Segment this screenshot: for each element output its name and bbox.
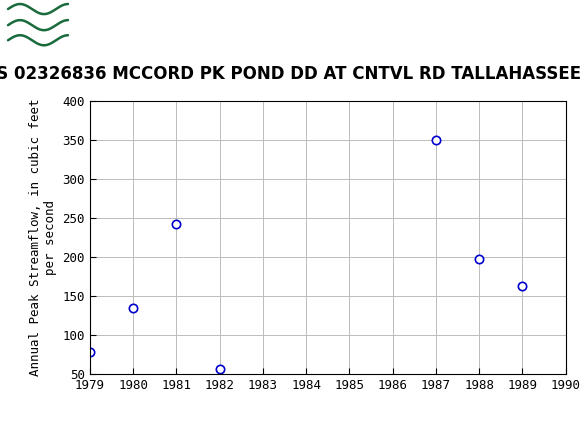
Text: USGS 02326836 MCCORD PK POND DD AT CNTVL RD TALLAHASSEE,FLA: USGS 02326836 MCCORD PK POND DD AT CNTVL… [0,65,580,83]
Bar [5,3,73,44]
Text: USGS: USGS [82,15,142,34]
Y-axis label: Annual Peak Streamflow, in cubic feet
per second: Annual Peak Streamflow, in cubic feet pe… [29,99,57,376]
